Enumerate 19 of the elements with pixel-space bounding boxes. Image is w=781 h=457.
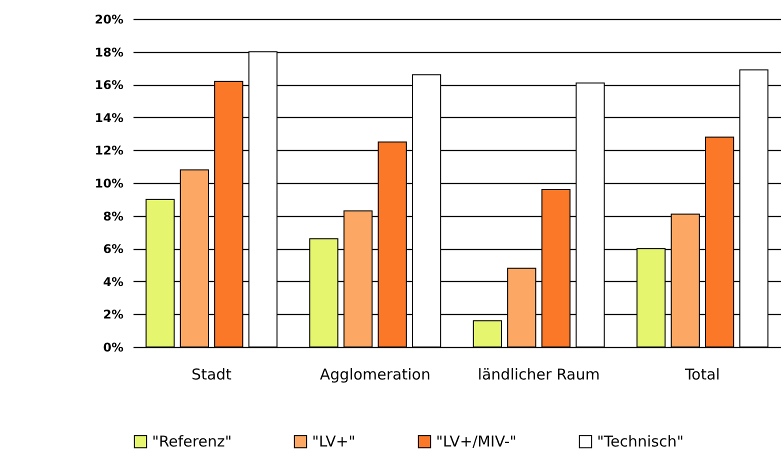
legend-label: "Technisch" bbox=[597, 432, 684, 451]
y-tick-label: 18% bbox=[94, 45, 124, 60]
y-tick-label: 6% bbox=[103, 242, 124, 256]
x-tick-label: Total bbox=[684, 366, 720, 384]
y-tick-label: 16% bbox=[94, 78, 124, 92]
y-tick-label: 12% bbox=[94, 144, 124, 158]
x-tick-label: Agglomeration bbox=[320, 366, 430, 384]
legend-label: "Referenz" bbox=[152, 432, 232, 451]
legend-label: "LV+" bbox=[312, 432, 356, 451]
legend-label: "LV+/MIV-" bbox=[436, 432, 517, 451]
y-tick-label: 10% bbox=[94, 176, 124, 190]
y-tick-label: 2% bbox=[103, 308, 124, 322]
y-tick-label: 8% bbox=[103, 209, 124, 224]
y-tick-label: 20% bbox=[94, 12, 124, 26]
x-tick-label: ländlicher Raum bbox=[478, 366, 600, 384]
y-tick-label: 14% bbox=[94, 110, 124, 125]
y-tick-label: 4% bbox=[103, 274, 124, 289]
x-tick-label: Stadt bbox=[192, 366, 232, 384]
y-tick-label: 0% bbox=[103, 340, 124, 354]
